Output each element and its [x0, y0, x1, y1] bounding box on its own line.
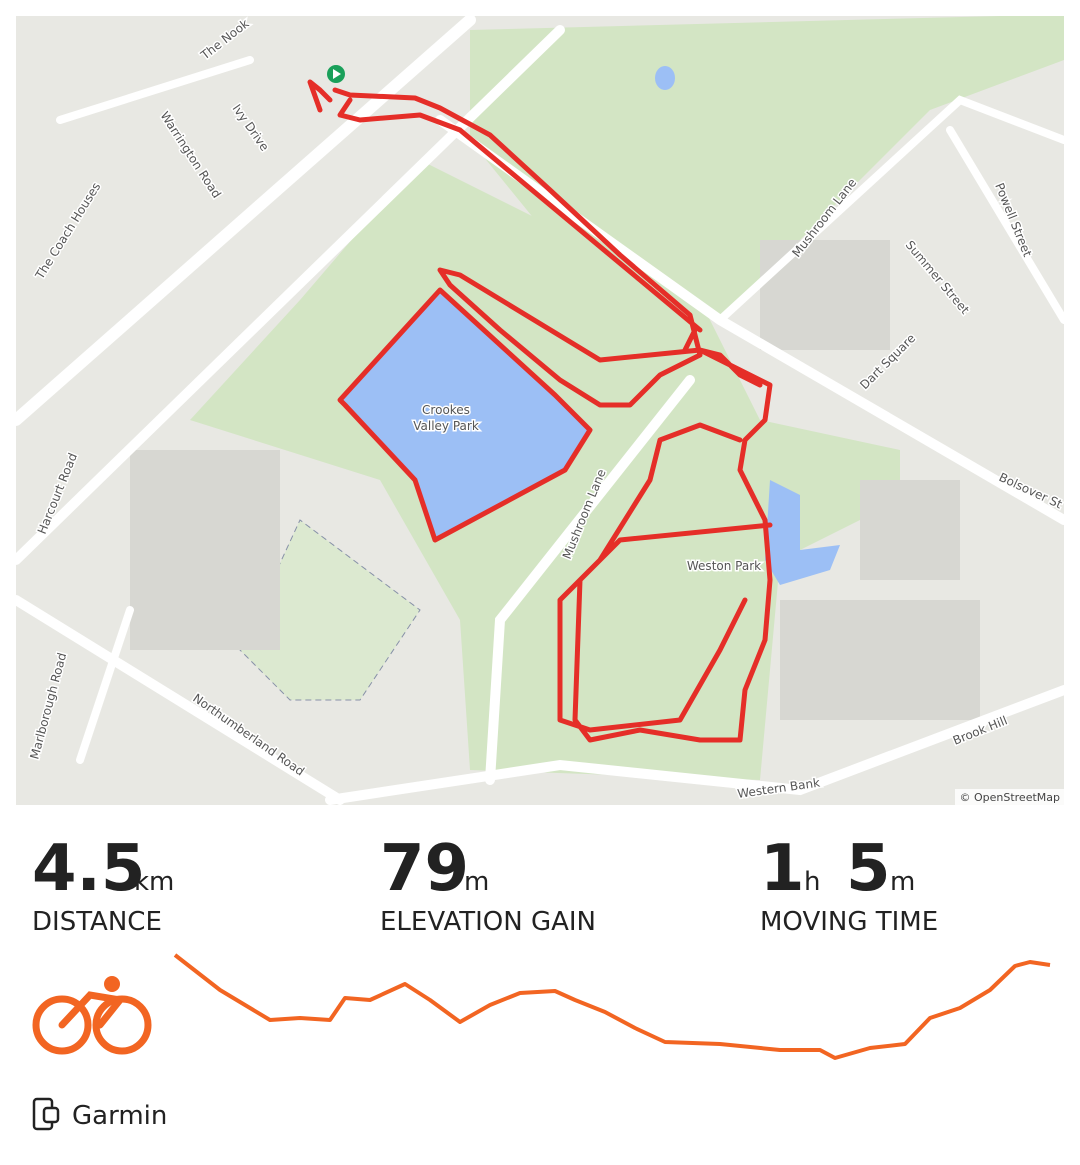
- stat-label: DISTANCE: [32, 907, 162, 937]
- lake: [340, 290, 590, 540]
- elevation-profile: [173, 953, 1051, 1060]
- map: The Nook Ivy Drive Warrington Road The C…: [16, 16, 1064, 805]
- pond: [765, 480, 840, 585]
- device-name: Garmin: [72, 1101, 167, 1131]
- route: [307, 79, 773, 743]
- stat-label: MOVING TIME: [760, 907, 938, 937]
- roads: [16, 16, 1064, 805]
- stat-value: 1: [760, 832, 805, 906]
- map-label: Weston Park: [687, 559, 761, 573]
- stat-unit: m: [464, 867, 489, 897]
- device-icon: [32, 1097, 60, 1131]
- stat-value: 79: [380, 832, 469, 906]
- stat-unit: m: [890, 867, 915, 897]
- stat-label: ELEVATION GAIN: [380, 907, 596, 937]
- map-label: Crookes Valley Park: [413, 403, 479, 433]
- stat-unit: km: [134, 867, 174, 897]
- stat-value: 4.5: [32, 832, 145, 906]
- activity-icon: [32, 976, 152, 1055]
- stat-value: 5: [846, 832, 891, 906]
- stat-unit: h: [804, 867, 820, 897]
- stats: 4.5 km DISTANCE 79 m ELEVATION GAIN 1 h …: [32, 832, 938, 937]
- attribution: © OpenStreetMap: [959, 791, 1060, 804]
